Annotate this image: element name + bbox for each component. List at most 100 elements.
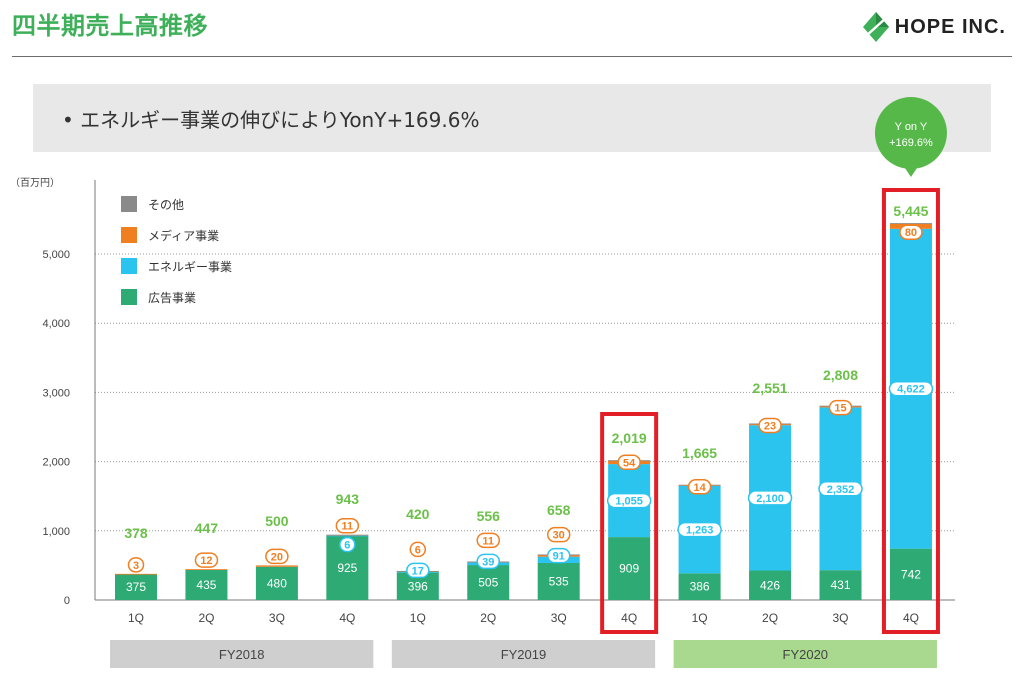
x-tick-label: 3Q [269,611,285,625]
bar-value-label-energy: 17 [412,565,424,577]
energy-label-pill [406,562,430,579]
bar-value-label-ad: 480 [267,576,287,590]
bar-value-label-ad: 435 [196,578,216,592]
bar-value-label-energy: 4,622 [897,384,925,396]
bar-value-label-ad: 742 [901,567,921,581]
bar-value-label-media: 6 [415,544,421,556]
bar-value-label-media: 15 [834,403,846,415]
x-tick-label: 2Q [480,611,496,625]
media-label-pill [265,548,289,565]
total-label: 500 [265,513,289,529]
x-tick-label: 2Q [762,611,778,625]
total-label: 2,808 [823,367,858,383]
bar-value-label-media: 14 [693,482,706,494]
fy-group-band [110,640,374,668]
fy-group-band [391,640,656,668]
fy-group-band [673,640,937,668]
media-label-pill [335,517,360,534]
bar-value-label-media: 20 [271,551,283,563]
fy-group-label: FY2018 [219,647,265,662]
bar-segment-media [115,573,157,575]
bar-segment-ad [185,569,228,600]
logo-mark-icon [862,12,889,42]
total-label: 658 [547,502,571,518]
legend-swatch [121,258,137,274]
energy-label-pill [606,492,652,509]
bar-value-label-ad: 426 [760,578,780,592]
yoy-callout-line1: Y on Y [895,121,928,133]
yoy-callout-pointer [902,165,919,177]
bar-value-label-energy: 2,352 [827,484,855,496]
bar-value-label-media: 11 [342,521,354,533]
y-unit-label: （百万円） [10,177,60,189]
highlight-box [600,412,659,634]
bar-segment-media [255,565,298,567]
media-label-pill [828,399,853,416]
bar-segment-energy [326,535,369,537]
energy-label-pill [818,481,863,497]
bar-segment-ad [255,566,298,600]
legend-label: メディア事業 [148,228,219,243]
media-label-pill [899,224,923,240]
total-label: 378 [124,525,148,541]
bar-value-label-energy: 2,100 [756,493,784,505]
yoy-callout-line2: +169.6% [889,137,933,149]
bar-segment-media [185,569,228,570]
bar-value-label-ad: 909 [619,562,639,576]
bar-segment-other [889,223,932,225]
summary-text: • エネルギー事業の伸びによりYonY+169.6% [62,108,480,132]
x-tick-label: 4Q [339,611,355,625]
bar-value-label-media: 54 [623,457,636,469]
y-tick-label: 5,000 [42,249,70,261]
company-logo: HOPE INC. [862,12,1006,42]
bar-value-label-ad: 386 [690,580,710,594]
energy-label-pill [888,380,934,397]
energy-label-pill [339,536,356,553]
y-tick-label: 3,000 [42,387,70,399]
media-label-pill [758,417,782,434]
bar-value-label-ad: 431 [830,578,850,592]
total-label: 420 [406,506,430,522]
highlight-box [881,188,940,634]
y-tick-label: 0 [64,595,70,607]
x-tick-label: 3Q [551,611,567,625]
x-tick-label: 4Q [903,611,919,625]
bar-value-label-ad: 535 [549,574,569,588]
page-title: 四半期売上高推移 [12,12,208,40]
legend-label: エネルギー事業 [148,260,232,274]
bar-segment-ad [749,570,792,600]
bar-value-label-energy: 1,263 [686,525,714,537]
total-label: 5,445 [893,203,928,219]
energy-label-pill [546,547,571,564]
x-tick-label: 4Q [621,611,637,625]
total-label: 943 [336,491,360,507]
bar-segment-ad [537,562,580,600]
bar-segment-ad [115,574,157,600]
y-tick-label: 1,000 [42,526,70,538]
bar-value-label-ad: 396 [408,579,428,593]
bar-value-label-media: 3 [133,560,139,572]
media-label-pill [127,557,145,573]
legend-label: その他 [148,198,184,212]
energy-label-pill [747,490,793,506]
bar-value-label-media: 11 [482,535,494,547]
bar-segment-ad [467,565,510,600]
x-tick-label: 3Q [832,611,848,625]
bar-value-label-energy: 39 [482,556,494,568]
bar-value-label-media: 30 [553,530,565,542]
bar-value-label-energy: 6 [344,540,350,552]
bar-segment-ad [678,573,721,600]
media-label-pill [476,532,500,549]
fy-group-label: FY2019 [501,647,547,662]
media-label-pill [409,541,427,558]
legend-swatch [121,289,137,305]
bar-value-label-media: 12 [200,555,212,567]
x-tick-label: 1Q [692,611,708,625]
y-tick-label: 4,000 [42,318,70,330]
legend-swatch [121,196,137,212]
x-tick-label: 1Q [410,611,426,625]
media-label-pill [617,454,641,471]
yoy-callout-bubble [874,97,947,169]
bar-value-label-energy: 91 [553,551,565,563]
